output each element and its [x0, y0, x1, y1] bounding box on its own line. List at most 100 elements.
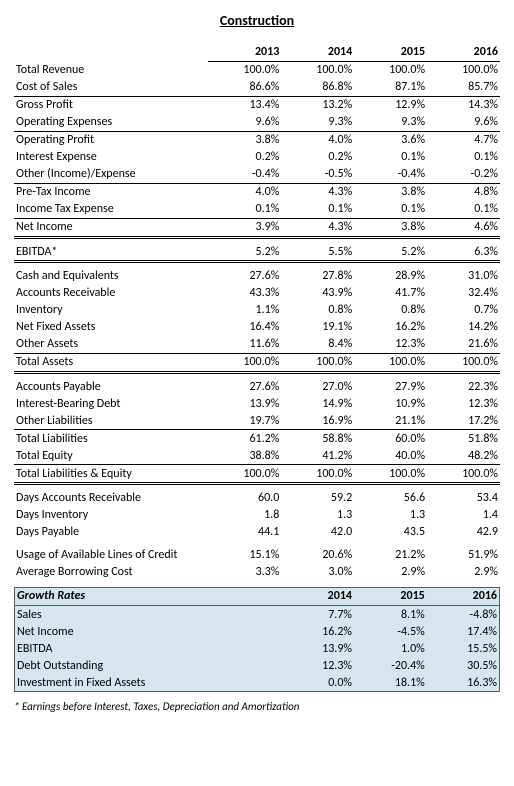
- footnote: * Earnings before Interest, Taxes, Depre…: [14, 700, 500, 713]
- cell-value: 42.0: [281, 524, 354, 541]
- table-row: Accounts Receivable43.3%43.9%41.7%32.4%: [14, 285, 500, 302]
- row-label: EBITDA: [15, 640, 209, 657]
- cell-value: 12.3%: [427, 395, 500, 412]
- row-label: Accounts Receivable: [14, 285, 208, 302]
- cell-value: 28.9%: [354, 268, 427, 285]
- row-label: Operating Expenses: [14, 114, 208, 132]
- cell-value: 3.6%: [354, 131, 427, 149]
- cell-value: 0.1%: [354, 201, 427, 219]
- cell-value: 1.3: [281, 507, 354, 524]
- cell-value: 42.9: [427, 524, 500, 541]
- cell-value: 100.0%: [427, 353, 500, 372]
- cell-value: 22.3%: [427, 378, 500, 395]
- cell-value: 27.0%: [281, 378, 354, 395]
- row-label: Investment in Fixed Assets: [15, 674, 209, 692]
- row-label: Interest-Bearing Debt: [14, 395, 208, 412]
- cell-value: 14.2%: [427, 319, 500, 336]
- cell-value: 9.6%: [427, 114, 500, 132]
- row-label: Net Fixed Assets: [14, 319, 208, 336]
- cell-value: 13.9%: [281, 640, 354, 657]
- row-label: Total Liabilities & Equity: [14, 465, 208, 484]
- table-row: Gross Profit13.4%13.2%12.9%14.3%: [14, 96, 500, 114]
- row-label: Interest Expense: [14, 149, 208, 166]
- cell-value: 3.8%: [354, 218, 427, 237]
- cell-value: 16.2%: [354, 319, 427, 336]
- cell-value: 4.8%: [427, 183, 500, 201]
- cell-value: 20.6%: [281, 547, 354, 564]
- cell-value: 86.6%: [208, 79, 281, 97]
- cell-value: 15.1%: [208, 547, 281, 564]
- table-row: Total Assets100.0%100.0%100.0%100.0%: [14, 353, 500, 372]
- cell-value: -0.5%: [281, 166, 354, 184]
- cell-value: 0.8%: [354, 302, 427, 319]
- cell-value: 51.8%: [427, 430, 500, 448]
- cell-value: 100.0%: [281, 61, 354, 79]
- cell-value: 19.7%: [208, 412, 281, 430]
- cell-value: 8.4%: [281, 336, 354, 354]
- cell-value: 58.8%: [281, 430, 354, 448]
- cell-value: 43.9%: [281, 285, 354, 302]
- cell-value: 60.0: [208, 490, 281, 507]
- cell-value: 48.2%: [427, 447, 500, 465]
- cell-value: 1.0%: [354, 640, 427, 657]
- cell-value: 8.1%: [354, 606, 427, 624]
- cell-value: 0.2%: [208, 149, 281, 166]
- cell-value: -20.4%: [354, 657, 427, 674]
- growth-title: Growth Rates: [15, 587, 209, 606]
- row-label: Gross Profit: [14, 96, 208, 114]
- row-label: Days Accounts Receivable: [14, 490, 208, 507]
- cell-value: 12.3%: [281, 657, 354, 674]
- cell-value: 14.3%: [427, 96, 500, 114]
- cell-value: 40.0%: [354, 447, 427, 465]
- cell-value: 86.8%: [281, 79, 354, 97]
- cell-value: 0.1%: [427, 201, 500, 219]
- financial-table: 2013 2014 2015 2016 Total Revenue100.0%1…: [14, 43, 500, 581]
- table-row: Interest-Bearing Debt13.9%14.9%10.9%12.3…: [14, 395, 500, 412]
- cell-value: 32.4%: [427, 285, 500, 302]
- growth-year: 2015: [354, 587, 427, 606]
- cell-value: 11.6%: [208, 336, 281, 354]
- cell-value: 3.3%: [208, 564, 281, 581]
- row-label: Income Tax Expense: [14, 201, 208, 219]
- cell-value: 21.2%: [354, 547, 427, 564]
- cell-value: -0.4%: [354, 166, 427, 184]
- table-row: Net Income16.2%-4.5%17.4%: [15, 623, 500, 640]
- cell-value: 17.2%: [427, 412, 500, 430]
- cell-value: 41.7%: [354, 285, 427, 302]
- row-label: Cost of Sales: [14, 79, 208, 97]
- table-row: Total Liabilities & Equity100.0%100.0%10…: [14, 465, 500, 484]
- cell-value: 1.8: [208, 507, 281, 524]
- cell-value: 87.1%: [354, 79, 427, 97]
- cell-value: 17.4%: [427, 623, 500, 640]
- table-row: Days Payable44.142.043.542.9: [14, 524, 500, 541]
- table-row: Net Fixed Assets16.4%19.1%16.2%14.2%: [14, 319, 500, 336]
- cell-value: 3.9%: [208, 218, 281, 237]
- cell-value: 30.5%: [427, 657, 500, 674]
- cell-value: 27.8%: [281, 268, 354, 285]
- row-label: Total Assets: [14, 353, 208, 372]
- cell-value: 12.3%: [354, 336, 427, 354]
- cell-value: 27.6%: [208, 378, 281, 395]
- table-row: Pre-Tax Income4.0%4.3%3.8%4.8%: [14, 183, 500, 201]
- year-header: 2015: [354, 43, 427, 61]
- cell-value: 51.9%: [427, 547, 500, 564]
- growth-year: 2014: [281, 587, 354, 606]
- cell-value: 4.0%: [208, 183, 281, 201]
- cell-value: 5.2%: [354, 243, 427, 262]
- cell-value: -4.8%: [427, 606, 500, 624]
- cell-value: 18.1%: [354, 674, 427, 692]
- cell-value: 100.0%: [208, 353, 281, 372]
- row-label: Operating Profit: [14, 131, 208, 149]
- cell-value: 21.6%: [427, 336, 500, 354]
- row-label: Days Payable: [14, 524, 208, 541]
- cell-value: 4.0%: [281, 131, 354, 149]
- cell-value: 0.1%: [354, 149, 427, 166]
- cell-value: 9.6%: [208, 114, 281, 132]
- table-row: Income Tax Expense0.1%0.1%0.1%0.1%: [14, 201, 500, 219]
- row-label: Sales: [15, 606, 209, 624]
- row-label: Accounts Payable: [14, 378, 208, 395]
- year-header: 2016: [427, 43, 500, 61]
- cell-value: 2.9%: [354, 564, 427, 581]
- cell-value: 3.8%: [354, 183, 427, 201]
- cell-value: 31.0%: [427, 268, 500, 285]
